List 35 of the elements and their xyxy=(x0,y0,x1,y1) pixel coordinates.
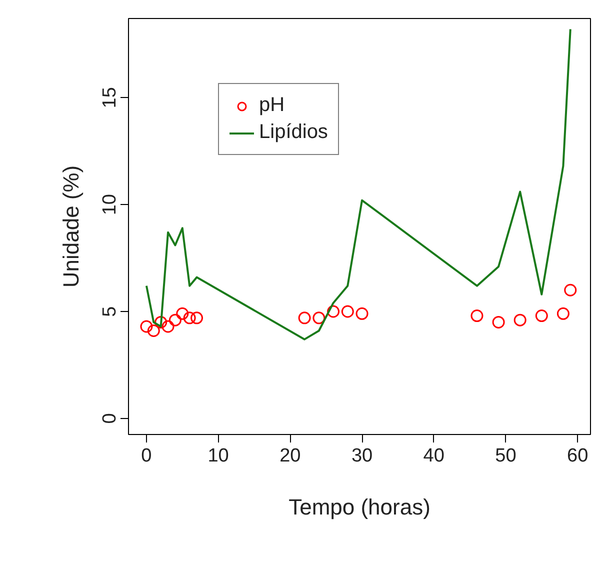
y-tick-label: 15 xyxy=(100,87,120,108)
point xyxy=(190,312,204,324)
point xyxy=(298,312,311,324)
y-tick-label: 0 xyxy=(100,413,120,424)
point xyxy=(176,307,189,320)
x-tick-label: 50 xyxy=(495,446,516,466)
point xyxy=(556,307,570,320)
y-tick-label: 5 xyxy=(100,306,120,317)
y-tick-label: 10 xyxy=(100,194,120,216)
x-axis-title: Tempo (horas) xyxy=(288,494,430,520)
legend-label: Lipídios xyxy=(259,121,328,144)
point xyxy=(341,305,354,318)
point xyxy=(564,284,577,296)
point xyxy=(492,316,505,328)
point xyxy=(168,314,182,326)
point xyxy=(514,314,526,326)
x-tick-label: 30 xyxy=(351,446,373,466)
x-tick-label: 10 xyxy=(208,446,229,466)
point xyxy=(162,320,174,333)
x-tick-label: 0 xyxy=(141,446,152,466)
y-axis-title: Unidade (%) xyxy=(58,165,84,288)
point xyxy=(147,324,160,338)
point xyxy=(312,312,326,324)
x-tick-label: 40 xyxy=(423,446,444,466)
x-tick-label: 20 xyxy=(280,446,301,466)
point xyxy=(470,310,484,322)
point xyxy=(154,316,168,328)
line-series xyxy=(145,28,572,340)
point xyxy=(356,307,368,320)
x-tick-label: 60 xyxy=(567,446,588,466)
point xyxy=(535,310,548,322)
point xyxy=(183,312,196,324)
point xyxy=(140,320,153,333)
legend-label: pH xyxy=(259,94,285,117)
point xyxy=(327,305,340,318)
